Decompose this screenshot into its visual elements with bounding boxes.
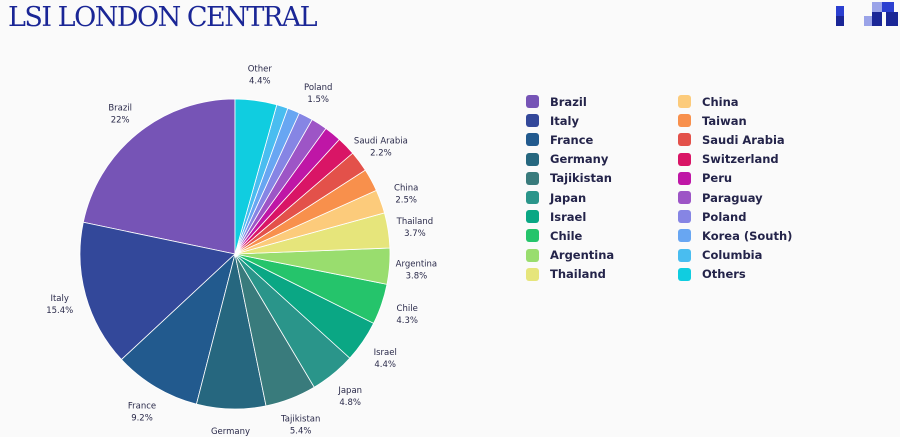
slice-label-argentina: Argentina 3.8% xyxy=(396,259,437,281)
slice-label-japan: Japan 4.8% xyxy=(337,386,362,408)
legend-swatch xyxy=(526,95,539,109)
legend-label: Japan xyxy=(550,190,587,205)
legend-label: Switzerland xyxy=(702,152,779,167)
slice-label-saudi-arabia: Saudi Arabia 2.2% xyxy=(354,136,408,158)
legend-swatch xyxy=(526,133,539,147)
legend-swatch xyxy=(678,133,691,147)
legend-item-china[interactable]: China xyxy=(678,92,792,111)
slice-label-poland: Poland 1.5% xyxy=(304,83,332,105)
legend-label: Columbia xyxy=(702,248,763,263)
legend-swatch xyxy=(526,152,539,166)
legend-swatch xyxy=(526,267,539,281)
slice-label-israel: Israel 4.4% xyxy=(374,348,397,370)
legend-item-taiwan[interactable]: Taiwan xyxy=(678,111,792,130)
slice-label-other: Other 4.4% xyxy=(248,65,273,87)
legend-label: Italy xyxy=(550,113,579,128)
legend-label: France xyxy=(550,132,594,147)
legend-swatch xyxy=(526,210,539,224)
legend-swatch xyxy=(678,248,691,262)
legend-label: Tajikistan xyxy=(550,171,612,186)
legend-label: Thailand xyxy=(550,267,606,282)
pie-slice-france[interactable] xyxy=(120,252,236,405)
pie-slice-brazil[interactable] xyxy=(82,98,236,255)
pie-slice-other[interactable] xyxy=(234,98,278,255)
legend-item-argentina[interactable]: Argentina xyxy=(526,246,614,265)
legend-swatch xyxy=(678,152,691,166)
legend-swatch xyxy=(526,191,539,205)
slice-label-china: China 2.5% xyxy=(394,183,418,205)
slice-label-germany: Germany7.3% xyxy=(211,427,250,437)
legend-column-1: Brazil Italy France Germany Tajikistan Japan I… xyxy=(526,92,614,284)
legend-item-japan[interactable]: Japan xyxy=(526,188,614,207)
legend-item-saudi-arabia[interactable]: Saudi Arabia xyxy=(678,130,792,149)
legend-item-italy[interactable]: Italy xyxy=(526,111,614,130)
legend-swatch xyxy=(678,171,691,185)
legend-item-thailand[interactable]: Thailand xyxy=(526,265,614,284)
legend-item-korea-south[interactable]: Korea (South) xyxy=(678,226,792,245)
legend-item-tajikistan[interactable]: Tajikistan xyxy=(526,169,614,188)
legend-swatch xyxy=(678,191,691,205)
legend-item-chile[interactable]: Chile xyxy=(526,226,614,245)
legend-item-paraguay[interactable]: Paraguay xyxy=(678,188,792,207)
slice-label-brazil: Brazil 22% xyxy=(108,104,132,126)
legend-item-switzerland[interactable]: Switzerland xyxy=(678,150,792,169)
pie-slice-italy[interactable] xyxy=(79,221,236,361)
legend-label: Saudi Arabia xyxy=(702,132,785,147)
slice-label-thailand: Thailand 3.7% xyxy=(396,217,434,239)
legend-label: Poland xyxy=(702,209,747,224)
legend-swatch xyxy=(678,267,691,281)
legend-label: Paraguay xyxy=(702,190,763,205)
legend-column-2: China Taiwan Saudi Arabia Switzerland Peru Pa… xyxy=(678,92,792,284)
legend-item-peru[interactable]: Peru xyxy=(678,169,792,188)
legend-swatch xyxy=(526,248,539,262)
legend-label: Others xyxy=(702,267,746,282)
legend-swatch xyxy=(678,229,691,243)
brand-title: LSI LONDON CENTRAL xyxy=(8,2,318,33)
slice-label-tajikistan: Tajikistan 5.4% xyxy=(280,415,320,437)
legend-swatch xyxy=(678,114,691,128)
legend-label: China xyxy=(702,94,739,109)
legend-swatch xyxy=(526,229,539,243)
legend-label: Germany xyxy=(550,152,609,167)
slice-label-france: France 9.2% xyxy=(128,401,156,423)
legend-swatch xyxy=(526,114,539,128)
legend-item-poland[interactable]: Poland xyxy=(678,207,792,226)
legend-label: Brazil xyxy=(550,94,587,109)
legend-label: Taiwan xyxy=(702,113,747,128)
legend-label: Korea (South) xyxy=(702,228,793,243)
lsi-checker-logo xyxy=(836,2,898,26)
legend-item-others[interactable]: Others xyxy=(678,265,792,284)
legend-item-brazil[interactable]: Brazil xyxy=(526,92,614,111)
legend-label: Peru xyxy=(702,171,733,186)
legend-item-france[interactable]: France xyxy=(526,130,614,149)
slice-label-chile: Chile 4.3% xyxy=(396,304,418,326)
legend-label: Argentina xyxy=(550,248,615,263)
legend-item-israel[interactable]: Israel xyxy=(526,207,614,226)
legend-label: Israel xyxy=(550,209,587,224)
legend-item-germany[interactable]: Germany xyxy=(526,150,614,169)
legend-item-columbia[interactable]: Columbia xyxy=(678,246,792,265)
slice-label-italy: Italy 15.4% xyxy=(46,294,73,316)
legend-swatch xyxy=(678,210,691,224)
legend-swatch xyxy=(678,95,691,109)
legend-swatch xyxy=(526,171,539,185)
legend-label: Chile xyxy=(550,228,583,243)
